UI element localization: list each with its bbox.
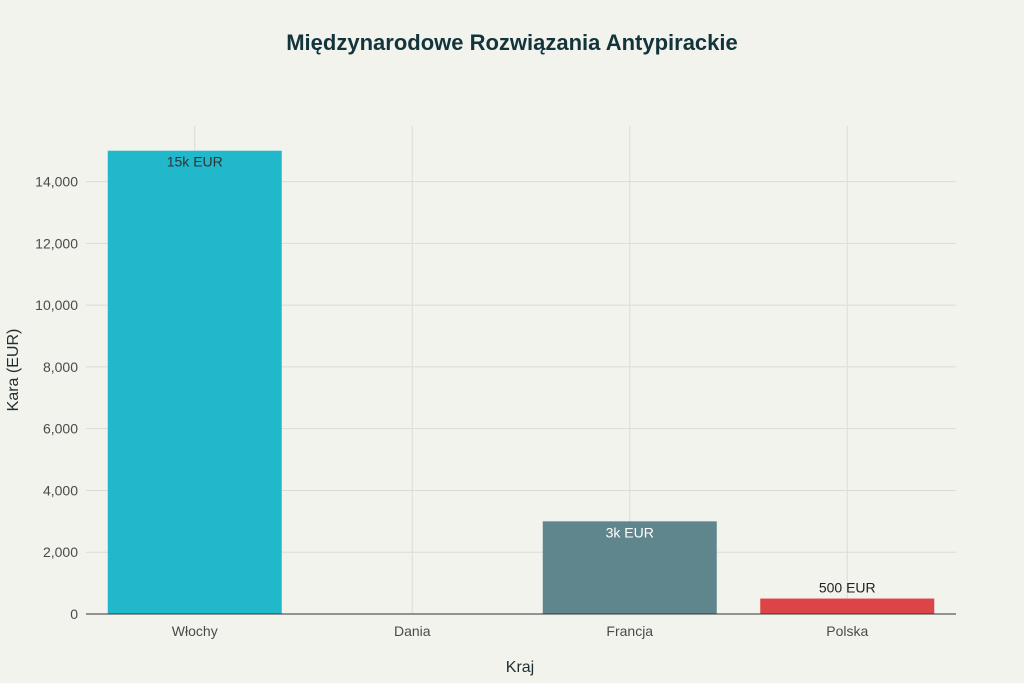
bar	[542, 521, 717, 614]
y-tick-label: 14,000	[35, 174, 78, 190]
bar-data-label: 15k EUR	[167, 154, 223, 170]
bar	[107, 150, 282, 614]
y-tick-label: 10,000	[35, 297, 78, 313]
y-tick-label: 0	[70, 606, 78, 622]
y-tick-label: 12,000	[35, 235, 78, 251]
bars	[107, 150, 935, 614]
x-axis-ticks: Włochy Dania Francja Polska	[172, 623, 869, 639]
x-tick-label: Polska	[826, 623, 868, 639]
y-tick-label: 6,000	[43, 421, 78, 437]
chart-title: Międzynarodowe Rozwiązania Antypirackie	[286, 30, 738, 55]
x-axis-title: Kraj	[506, 659, 534, 676]
y-tick-label: 2,000	[43, 544, 78, 560]
y-axis-title: Kara (EUR)	[5, 329, 22, 412]
bar-labels: 15k EUR 3k EUR 500 EUR	[167, 154, 876, 596]
x-tick-label: Dania	[394, 623, 431, 639]
y-tick-label: 8,000	[43, 359, 78, 375]
y-axis-ticks: 0 2,000 4,000 6,000 8,000 10,000 12,000 14,000	[35, 174, 78, 622]
x-tick-label: Włochy	[172, 623, 218, 639]
bar	[760, 598, 935, 614]
y-tick-label: 4,000	[43, 482, 78, 498]
x-tick-label: Francja	[606, 623, 653, 639]
bar-data-label: 500 EUR	[819, 580, 876, 596]
bar-data-label: 3k EUR	[606, 524, 654, 540]
